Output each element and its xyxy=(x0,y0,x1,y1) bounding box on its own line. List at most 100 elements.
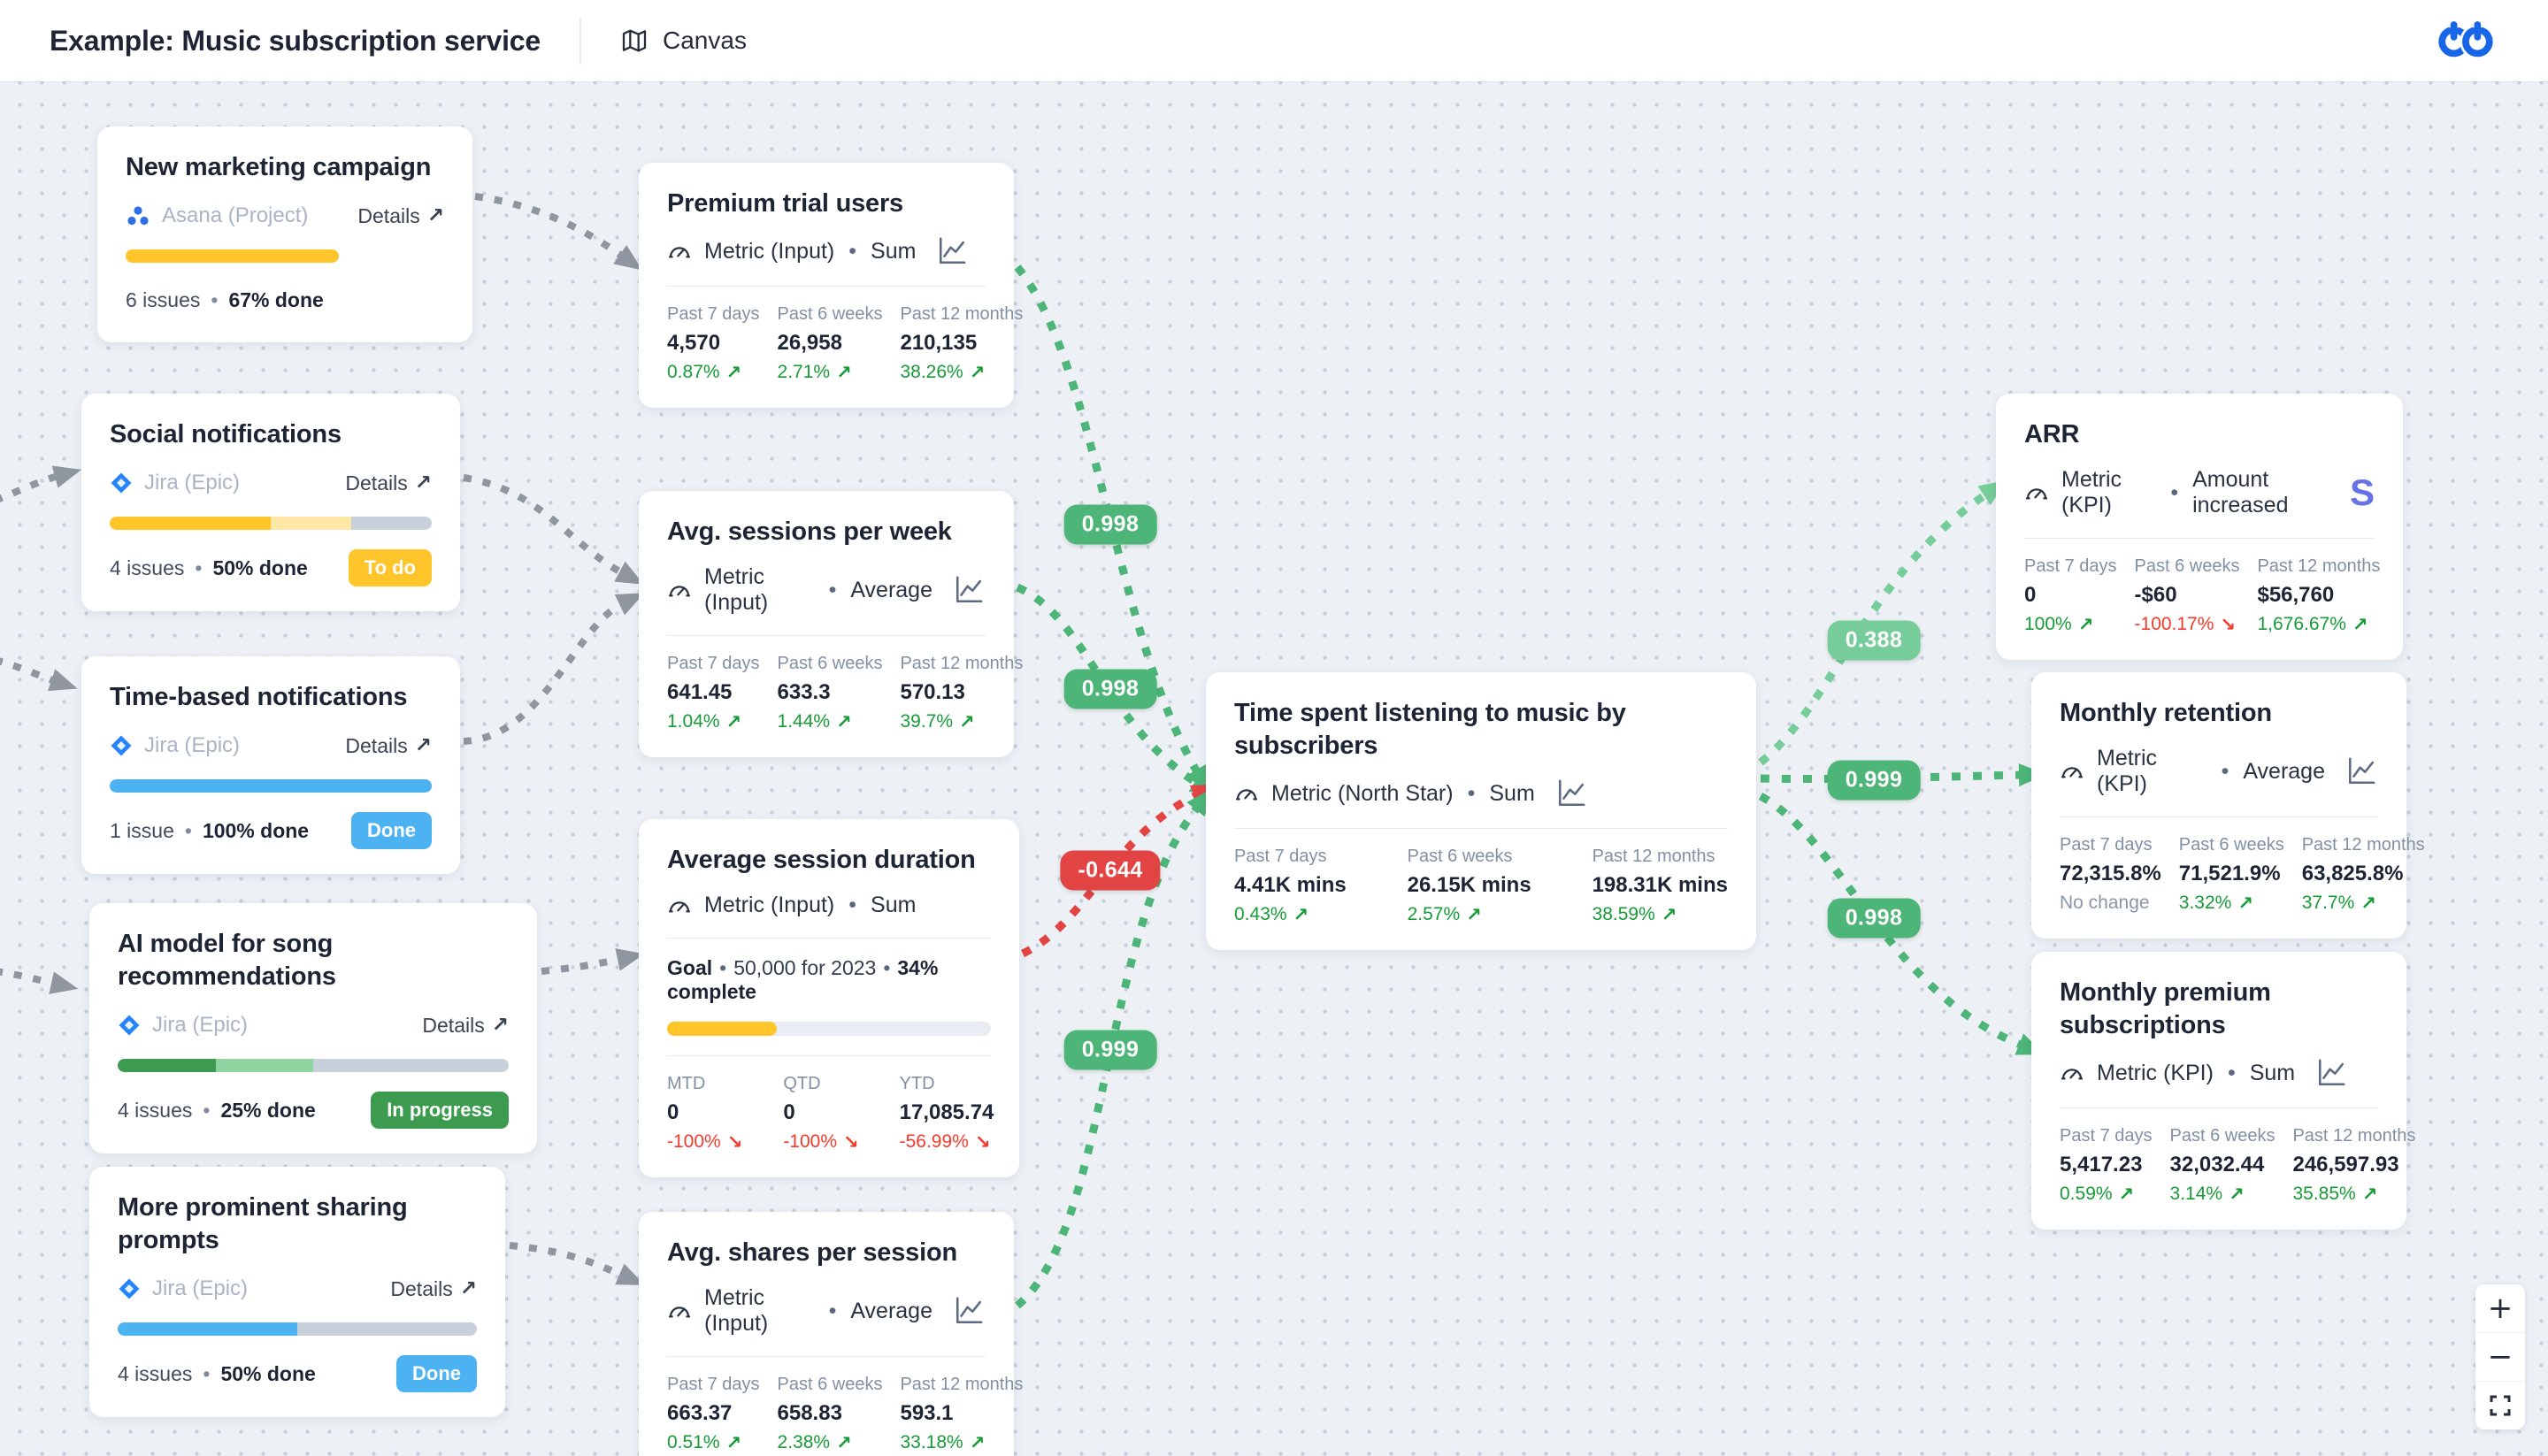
gauge-icon-wrap xyxy=(667,579,692,602)
details-link[interactable]: Details ↗ xyxy=(345,471,432,495)
stat-value: 593.1 xyxy=(900,1401,954,1426)
bullet-separator: • xyxy=(848,893,857,918)
card-title: Premium trial users xyxy=(667,189,903,218)
stat-change: 35.85% ↗ xyxy=(2292,1184,2415,1205)
details-link[interactable]: Details ↗ xyxy=(422,1014,509,1038)
stat-value: 0 xyxy=(667,1100,679,1125)
card-title: Time spent listening to music by subscri… xyxy=(1234,699,1626,761)
trend-up-icon: ↗ xyxy=(725,362,742,384)
stat-change: 38.59% ↗ xyxy=(1592,904,1728,925)
stat-column: Past 7 days 5,417.23 0.59% ↗ xyxy=(2060,1126,2153,1205)
correlation-badge[interactable]: 0.999 xyxy=(1827,760,1921,801)
correlation-badge[interactable]: 0.998 xyxy=(1063,669,1157,709)
gauge-icon xyxy=(1235,789,1258,801)
status-badge: Done xyxy=(351,812,432,850)
project-card-new-marketing-campaign[interactable]: New marketing campaign Asana (Project) Det… xyxy=(97,126,472,343)
chart-preview-button[interactable] xyxy=(2314,1058,2348,1088)
source-jira: Jira (Epic) xyxy=(118,1013,248,1038)
metric-type: Metric (KPI) xyxy=(2097,1060,2214,1085)
metric-type: Metric (KPI) xyxy=(2061,467,2122,518)
trend-up-icon: ↗ xyxy=(2077,614,2094,636)
line-chart-icon xyxy=(2348,757,2375,785)
card-title: Social notifications xyxy=(110,420,342,448)
metric-card-avg-sessions-per-week[interactable]: Avg. sessions per week Metric (Input) • Ave… xyxy=(639,491,1023,758)
jira-icon xyxy=(111,472,132,494)
project-card-ai-model[interactable]: AI model for song recommendations Jira (E… xyxy=(89,903,537,1154)
details-link[interactable]: Details ↗ xyxy=(345,734,432,758)
nav-canvas[interactable]: Canvas xyxy=(620,27,747,55)
bullet-separator: • xyxy=(211,287,219,311)
gauge-icon xyxy=(2061,1069,2084,1080)
stat-change: 3.14% ↗ xyxy=(2170,1184,2276,1205)
stat-change: 1.44% ↗ xyxy=(778,711,883,732)
metric-aggregation: Amount increased xyxy=(2192,467,2289,518)
metric-card-average-session-duration[interactable]: Average session duration Metric (Input) • S… xyxy=(639,819,1019,1178)
card-title: More prominent sharing prompts xyxy=(118,1193,408,1255)
correlation-badge[interactable]: 0.998 xyxy=(1827,898,1921,939)
stat-change-value: 33.18% xyxy=(900,1432,963,1453)
chart-preview-button[interactable] xyxy=(2345,756,2378,786)
chart-preview-button[interactable] xyxy=(935,236,969,266)
zoom-in-button[interactable]: + xyxy=(2475,1284,2525,1332)
project-card-social-notifications[interactable]: Social notifications Jira (Epic) Details ↗ 4… xyxy=(81,394,460,612)
zoom-out-button[interactable]: − xyxy=(2475,1333,2525,1381)
details-link[interactable]: Details ↗ xyxy=(357,204,444,228)
stat-change-value: 0.87% xyxy=(667,362,720,383)
fullscreen-button[interactable] xyxy=(2475,1382,2525,1429)
stat-value: 0 xyxy=(2024,583,2037,608)
gauge-icon-wrap xyxy=(667,1299,692,1322)
stat-value: 246,597.93 xyxy=(2292,1153,2399,1177)
canvas[interactable]: New marketing campaign Asana (Project) Det… xyxy=(0,81,2548,1456)
top-bar: Example: Music subscription service Canv… xyxy=(0,0,2548,81)
stat-value: 658.83 xyxy=(777,1401,842,1426)
progress-bar xyxy=(110,517,432,531)
correlation-badge[interactable]: -0.644 xyxy=(1060,850,1161,891)
gauge-icon xyxy=(668,900,691,913)
metric-card-arr[interactable]: ARR Metric (KPI) • Amount increased S Past 7 … xyxy=(1996,394,2403,661)
stat-change-value: 1.04% xyxy=(667,711,720,732)
source-jira: Jira (Epic) xyxy=(110,733,240,758)
stat-value: 0 xyxy=(783,1100,795,1125)
bullet-separator: • xyxy=(184,818,192,842)
correlation-badge[interactable]: 0.388 xyxy=(1827,620,1921,661)
correlation-badge[interactable]: 0.998 xyxy=(1063,504,1157,545)
card-title: AI model for song recommendations xyxy=(118,930,336,992)
jira-icon xyxy=(119,1278,140,1299)
stat-column: Past 6 weeks 26,958 2.71% ↗ xyxy=(778,304,883,383)
stat-change: No change xyxy=(2060,893,2161,914)
project-card-time-based-notifications[interactable]: Time-based notifications Jira (Epic) Detai… xyxy=(81,656,460,875)
trend-up-icon: ↗ xyxy=(2352,614,2368,636)
line-chart-icon xyxy=(2319,1059,2345,1086)
external-link-icon: ↗ xyxy=(491,1014,509,1038)
header-divider xyxy=(579,17,581,65)
details-label: Details xyxy=(357,203,420,227)
doubleloop-logo[interactable] xyxy=(2435,19,2498,62)
metric-card-premium-trial-users[interactable]: Premium trial users Metric (Input) • Sum Pas… xyxy=(639,163,1023,409)
trend-down-icon: ↘ xyxy=(726,1131,743,1153)
source-label: Asana (Project) xyxy=(162,203,309,228)
stat-period-label: Past 12 months xyxy=(2301,835,2425,855)
stat-change-value: 39.7% xyxy=(900,711,954,732)
percent-done: 100% done xyxy=(202,818,310,842)
project-card-sharing-prompts[interactable]: More prominent sharing prompts Jira (Epic… xyxy=(89,1167,505,1418)
chart-preview-button[interactable] xyxy=(952,1296,986,1326)
details-link[interactable]: Details ↗ xyxy=(390,1277,477,1301)
stat-change: 2.57% ↗ xyxy=(1408,904,1531,925)
stat-period-label: Past 6 weeks xyxy=(1407,847,1513,867)
trend-up-icon: ↗ xyxy=(969,1432,986,1454)
chart-preview-button[interactable] xyxy=(1554,778,1588,808)
card-title: Monthly retention xyxy=(2060,699,2272,727)
trend-up-icon: ↗ xyxy=(959,711,975,733)
metric-card-monthly-retention[interactable]: Monthly retention Metric (KPI) • Average Pas… xyxy=(2031,672,2425,939)
stat-change-value: 2.71% xyxy=(777,362,831,383)
progress-segment xyxy=(118,1322,297,1337)
stat-change-value: -100.17% xyxy=(2134,614,2214,635)
metric-card-monthly-premium-subscriptions[interactable]: Monthly premium subscriptions Metric (KPI… xyxy=(2031,952,2415,1230)
percent-done: 67% done xyxy=(228,287,324,311)
correlation-badge[interactable]: 0.999 xyxy=(1063,1030,1157,1070)
metric-card-time-spent-listening[interactable]: Time spent listening to music by subscri… xyxy=(1206,672,1756,951)
stat-change-value: 1,676.67% xyxy=(2257,614,2346,635)
metric-card-avg-shares-per-session[interactable]: Avg. shares per session Metric (Input) • Av… xyxy=(639,1212,1023,1456)
stat-period-label: Past 6 weeks xyxy=(2169,1126,2276,1146)
chart-preview-button[interactable] xyxy=(952,575,986,605)
